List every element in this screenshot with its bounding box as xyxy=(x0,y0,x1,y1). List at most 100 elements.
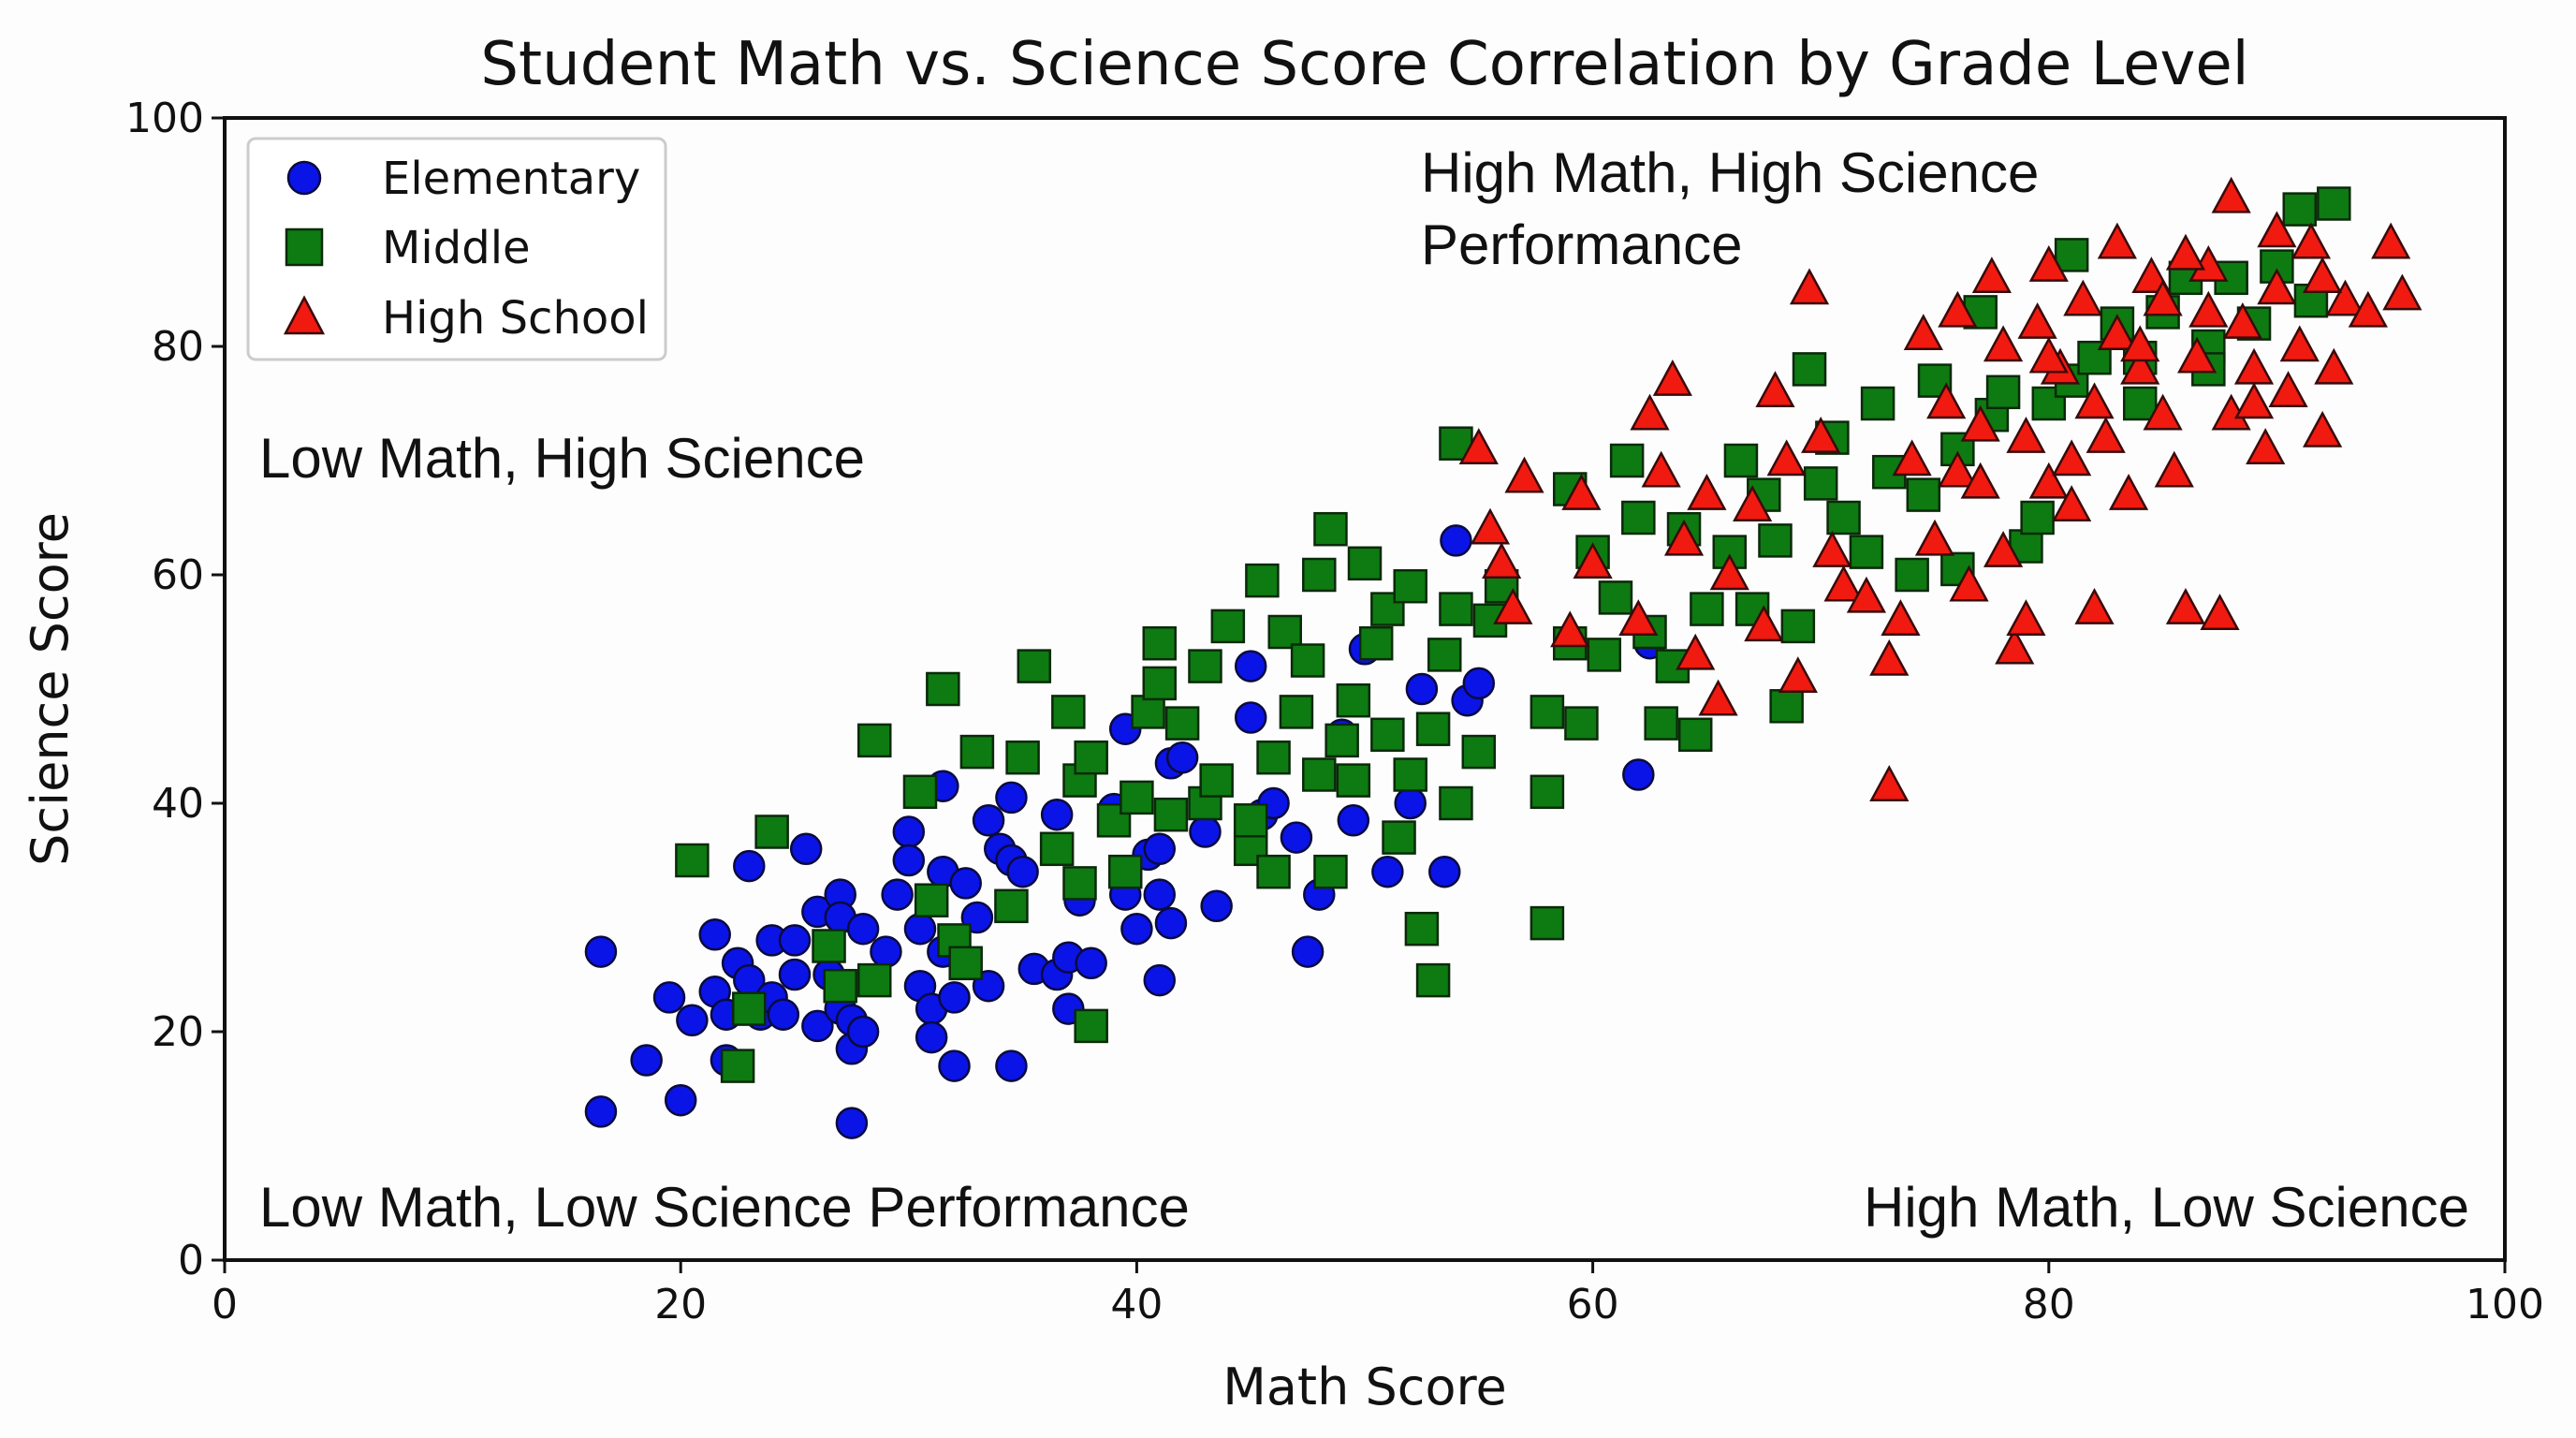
data-point xyxy=(1983,530,2024,567)
data-point xyxy=(1826,500,1861,536)
data-point xyxy=(1062,866,1097,901)
data-point xyxy=(1766,439,1807,477)
data-point xyxy=(1482,542,1522,580)
data-point xyxy=(1428,855,1461,888)
x-tick-label: 20 xyxy=(654,1281,707,1328)
data-point xyxy=(2108,473,2149,510)
data-point xyxy=(2143,393,2183,431)
data-point xyxy=(1154,906,1188,940)
y-tick-label: 0 xyxy=(178,1237,204,1284)
data-point xyxy=(1758,523,1793,558)
data-point xyxy=(1096,803,1132,838)
data-point xyxy=(870,935,902,968)
data-point xyxy=(1347,546,1383,581)
data-point xyxy=(584,1095,618,1128)
data-point xyxy=(1530,695,1565,729)
chart-title: Student Math vs. Science Score Correlati… xyxy=(480,30,2248,99)
data-point xyxy=(1233,803,1268,838)
data-point xyxy=(857,962,892,998)
data-point xyxy=(2097,222,2137,259)
data-point xyxy=(1440,524,1472,557)
data-point xyxy=(1780,609,1816,644)
data-point xyxy=(1823,565,1864,602)
data-point xyxy=(2246,428,2286,465)
data-point xyxy=(1439,592,1473,626)
data-point xyxy=(1234,650,1267,682)
x-tick-label: 0 xyxy=(212,1281,238,1328)
data-point xyxy=(1143,878,1177,911)
data-point xyxy=(778,958,812,991)
data-point xyxy=(778,924,812,957)
data-point xyxy=(2074,382,2115,419)
y-axis-label: Science Score xyxy=(21,512,80,866)
data-point xyxy=(2154,450,2194,488)
data-point xyxy=(1336,763,1371,798)
data-point xyxy=(1382,820,1416,855)
data-point xyxy=(823,968,857,1004)
legend-label-elementary: Elementary xyxy=(382,153,640,205)
data-point xyxy=(1039,831,1075,867)
annotation-high-low: High Math, Low Science xyxy=(1864,1176,2469,1239)
data-point xyxy=(1439,785,1473,821)
x-axis-label: Math Score xyxy=(1222,1357,1507,1416)
data-point xyxy=(2028,244,2069,282)
data-point xyxy=(1906,477,1941,512)
x-tick-label: 60 xyxy=(1567,1281,1619,1328)
data-point xyxy=(1394,786,1427,820)
data-point xyxy=(1949,565,1989,602)
data-point xyxy=(1860,386,1895,421)
data-point xyxy=(1869,765,1910,801)
data-point xyxy=(1573,542,1613,580)
data-point xyxy=(1370,717,1405,753)
y-tick-label: 40 xyxy=(152,780,204,828)
data-point xyxy=(1687,473,1727,510)
data-point xyxy=(2086,416,2126,453)
legend-marker-middle xyxy=(285,227,324,267)
data-point xyxy=(1313,854,1348,889)
data-point xyxy=(1120,912,1153,946)
data-point xyxy=(1256,740,1291,775)
data-point xyxy=(1530,774,1565,810)
data-point xyxy=(1415,962,1451,998)
data-point xyxy=(767,998,800,1031)
series-middle xyxy=(675,186,2351,1083)
data-point xyxy=(1618,599,1659,637)
data-point xyxy=(2291,222,2332,259)
data-point xyxy=(1493,587,1533,624)
series-elementary xyxy=(584,524,1666,1139)
data-point xyxy=(1325,723,1359,758)
data-point xyxy=(1960,404,2000,442)
data-point xyxy=(1971,257,2012,294)
data-point xyxy=(1561,473,1602,510)
data-point xyxy=(1006,855,1039,888)
data-point xyxy=(1142,625,1178,661)
data-point xyxy=(1279,695,1314,729)
data-point xyxy=(676,1004,709,1037)
data-point xyxy=(1302,757,1337,792)
data-point xyxy=(2200,594,2240,630)
data-point xyxy=(1644,706,1678,741)
data-point xyxy=(2052,439,2092,477)
data-point xyxy=(754,814,789,849)
data-point xyxy=(732,991,767,1026)
data-point xyxy=(1153,797,1189,832)
data-point xyxy=(2028,336,2069,374)
data-point xyxy=(1769,689,1804,724)
data-point xyxy=(1005,740,1040,775)
data-point xyxy=(1960,462,2000,499)
data-point xyxy=(2303,410,2343,448)
data-point xyxy=(1427,638,1462,672)
data-point xyxy=(1143,963,1177,997)
data-point xyxy=(1358,625,1394,661)
data-point xyxy=(789,832,823,866)
data-point xyxy=(2325,279,2365,316)
data-point xyxy=(1564,706,1599,741)
data-point xyxy=(1744,605,1784,642)
data-point xyxy=(664,1083,697,1117)
data-point xyxy=(2006,599,2046,637)
data-point xyxy=(698,918,731,951)
data-point xyxy=(1895,557,1929,593)
data-point xyxy=(881,878,914,911)
data-point xyxy=(1336,682,1371,718)
